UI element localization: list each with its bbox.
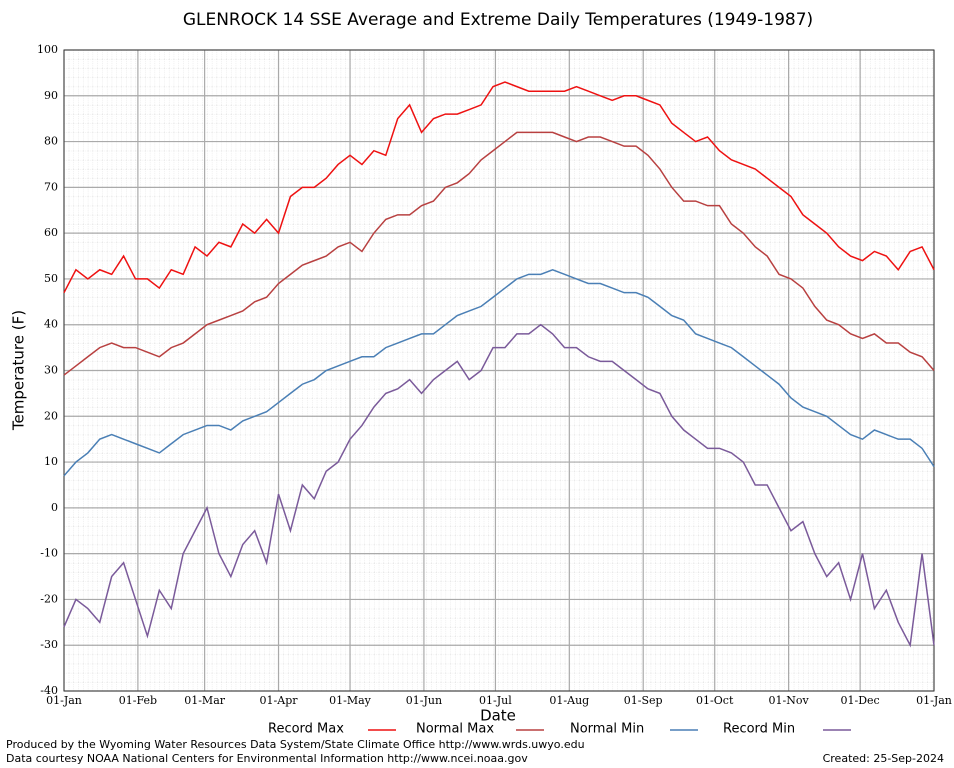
y-tick-label: 40 [44,318,58,331]
x-tick-label: 01-Oct [696,694,734,707]
y-tick-label: 50 [44,272,58,285]
y-tick-label: -40 [40,684,58,697]
y-tick-label: 70 [44,180,58,193]
y-tick-label: 100 [37,43,58,56]
x-tick-label: 01-Apr [260,694,299,707]
y-tick-label: -30 [40,638,58,651]
credit: Produced by the Wyoming Water Resources … [6,738,585,751]
x-tick-label: 01-Mar [184,694,226,707]
legend-label: Record Max [268,722,344,737]
y-tick-label: 30 [44,364,58,377]
x-tick-label: 01-Jan [46,694,82,707]
y-tick-label: 10 [44,455,58,468]
x-tick-label: 01-Feb [119,694,157,707]
created-date: Created: 25-Sep-2024 [823,752,944,765]
legend-label: Normal Max [416,722,494,737]
chart-title: GLENROCK 14 SSE Average and Extreme Dail… [183,10,813,30]
x-tick-label: 01-Jul [479,694,512,707]
series-line [63,131,935,376]
y-tick-label: -10 [40,547,58,560]
y-tick-label: -20 [40,592,58,605]
series-line [63,268,935,477]
legend-label: Record Min [723,722,795,737]
x-tick-label: 01-Sep [624,694,663,707]
x-tick-label: 01-Dec [841,694,880,707]
y-tick-label: 20 [44,409,58,422]
x-tick-label: 01-Jun [406,694,442,707]
series-line [63,81,935,294]
y-tick-label: 0 [51,501,58,514]
y-tick-label: 60 [44,226,58,239]
credit: Data courtesy NOAA National Centers for … [6,752,528,765]
y-axis-label: Temperature (F) [10,310,28,431]
legend-label: Normal Min [570,722,644,737]
x-tick-label: 01-Nov [769,694,810,707]
x-tick-label: 01-Aug [549,694,589,707]
x-axis-label: Date [480,707,516,725]
y-tick-label: 80 [44,135,58,148]
y-tick-label: 90 [44,89,58,102]
x-tick-label: 01-Jan [916,694,952,707]
x-tick-label: 01-May [329,694,372,707]
series-line [63,323,935,648]
